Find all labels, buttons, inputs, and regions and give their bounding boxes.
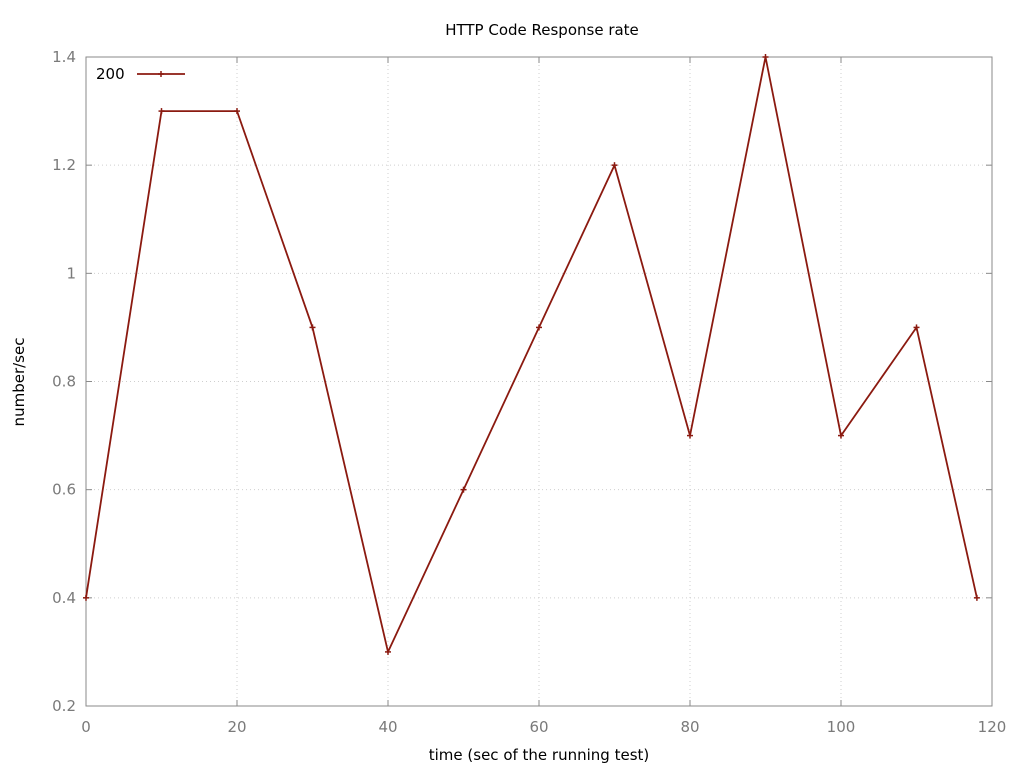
x-axis-label: time (sec of the running test) (429, 746, 650, 764)
chart-title: HTTP Code Response rate (445, 21, 639, 39)
y-tick-label: 0.8 (52, 373, 76, 391)
data-point (460, 486, 467, 493)
legend: 200 (96, 65, 185, 83)
x-tick-label: 20 (227, 718, 246, 736)
x-tick-label: 0 (81, 718, 91, 736)
y-tick-label: 1.4 (52, 48, 76, 66)
x-tick-label: 100 (827, 718, 856, 736)
data-point (309, 324, 316, 331)
data-point (158, 108, 165, 115)
y-tick-label: 1.2 (52, 156, 76, 174)
data-point (385, 648, 391, 655)
tick-layer: 0.2 0.4 0.6 0.8 1 1.2 1.4 0 20 40 60 80 100 120 (52, 48, 1006, 736)
legend-marker (158, 71, 164, 77)
x-tick-label: 60 (529, 718, 548, 736)
x-tick-label: 120 (978, 718, 1007, 736)
data-point (973, 594, 980, 601)
data-point (838, 432, 844, 439)
data-point (687, 432, 693, 439)
data-point (611, 162, 618, 169)
data-point (913, 324, 920, 331)
data-point (762, 54, 769, 60)
y-tick-label: 0.4 (52, 589, 76, 607)
data-point (83, 594, 89, 601)
series-line-200 (85, 56, 978, 655)
series-layer (83, 54, 980, 655)
legend-label: 200 (96, 65, 125, 83)
x-tick-label: 40 (378, 718, 397, 736)
y-tick-label: 1 (66, 264, 76, 282)
y-tick-label: 0.6 (52, 481, 76, 499)
data-point (234, 108, 240, 115)
y-tick-label: 0.2 (52, 697, 76, 715)
x-tick-label: 80 (680, 718, 699, 736)
data-point (536, 324, 542, 331)
y-axis-label: number/sec (10, 338, 28, 427)
grid-layer (86, 57, 992, 706)
